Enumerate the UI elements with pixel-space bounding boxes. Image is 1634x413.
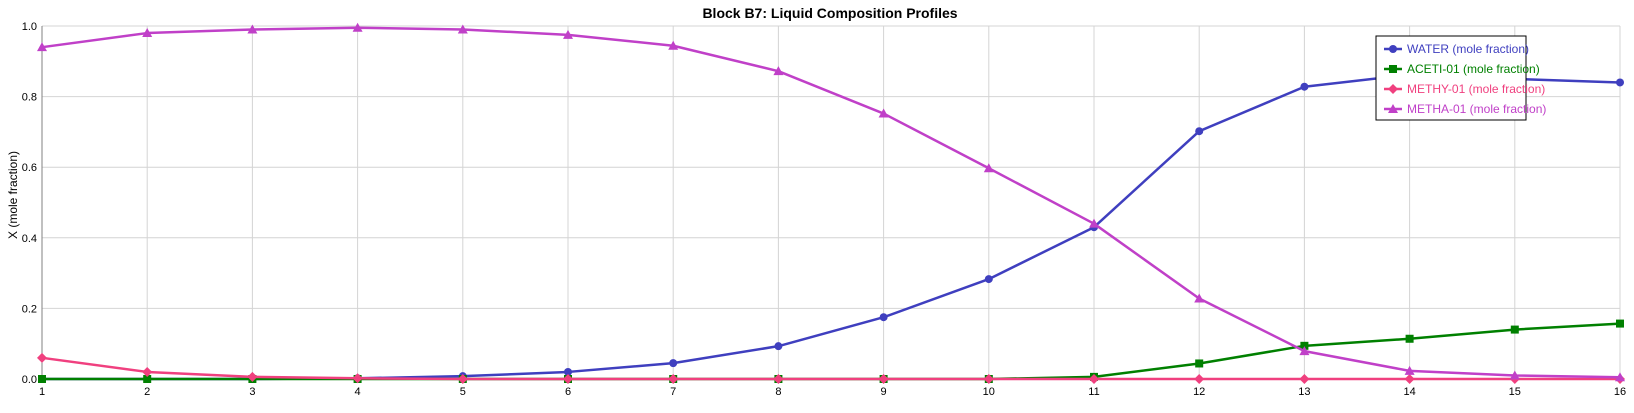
data-point: [879, 313, 888, 322]
x-tick-label: 3: [249, 386, 255, 398]
x-tick-label: 11: [1088, 386, 1099, 398]
x-tick-label: 13: [1298, 386, 1310, 398]
data-point: [878, 374, 889, 384]
x-tick-label: 12: [1193, 386, 1205, 398]
data-point: [37, 42, 47, 52]
data-point: [247, 24, 258, 34]
data-point: [1089, 374, 1099, 384]
y-axis-label: X (mole fraction): [6, 151, 20, 239]
data-point: [983, 163, 994, 173]
data-point: [1195, 359, 1204, 368]
data-point: [563, 374, 573, 384]
data-point: [1616, 78, 1624, 87]
y-tick-label: 0.8: [22, 92, 37, 104]
data-point: [143, 375, 152, 383]
data-point: [1404, 374, 1415, 384]
legend-marker: [1388, 104, 1398, 113]
x-tick-label: 16: [1614, 386, 1626, 398]
legend-label: ACETI-01 (mole fraction): [1407, 62, 1540, 76]
legend-marker: [1389, 45, 1397, 53]
data-point: [1404, 365, 1415, 375]
x-tick-label: 14: [1403, 386, 1415, 398]
legend-label: METHY-01 (mole fraction): [1407, 82, 1545, 96]
data-point: [1299, 374, 1310, 384]
legend-item[interactable]: METHA-01 (mole fraction): [1384, 102, 1546, 116]
series-2: [37, 352, 1625, 384]
y-tick-label: 0.2: [22, 303, 37, 315]
x-tick-label: 15: [1509, 386, 1521, 398]
data-point: [1194, 293, 1205, 303]
series-line: [41, 26, 1621, 379]
data-point: [457, 24, 468, 34]
data-point: [1194, 374, 1205, 384]
y-tick-label: 0.0: [22, 374, 37, 386]
data-point: [1509, 370, 1520, 380]
x-tick-label: 6: [565, 386, 571, 398]
x-tick-label: 10: [983, 386, 995, 398]
data-point: [142, 28, 153, 38]
chart-title: Block B7: Liquid Composition Profiles: [702, 5, 957, 21]
x-tick-label: 9: [881, 386, 887, 398]
x-tick-label: 4: [355, 386, 361, 398]
data-point: [38, 375, 46, 383]
data-point: [563, 29, 573, 39]
data-point: [1405, 334, 1414, 343]
data-point: [457, 374, 468, 384]
data-point: [247, 371, 258, 382]
legend-marker: [1389, 65, 1397, 73]
data-point: [352, 373, 363, 384]
legend[interactable]: WATER (mole fraction) ACETI-01 (mole frac…: [1375, 35, 1546, 121]
data-point: [1089, 218, 1099, 228]
data-point: [668, 40, 679, 50]
grid: [41, 25, 1621, 380]
data-point: [774, 342, 783, 351]
legend-box: [1375, 35, 1527, 121]
series-layer: [37, 22, 1625, 384]
data-point: [983, 374, 994, 384]
data-point: [1616, 319, 1624, 328]
legend-item[interactable]: WATER (mole fraction): [1384, 42, 1529, 56]
legend-item[interactable]: ACETI-01 (mole fraction): [1384, 62, 1540, 76]
y-tick-label: 0.6: [22, 162, 37, 174]
data-point: [37, 352, 47, 363]
series-1: [38, 319, 1624, 383]
x-tick-label: 1: [39, 386, 45, 398]
y-tick-label: 0.4: [22, 233, 37, 245]
data-point: [1300, 341, 1309, 350]
data-point: [352, 22, 363, 32]
legend-label: METHA-01 (mole fraction): [1407, 102, 1546, 116]
data-point: [142, 366, 153, 377]
data-point: [1615, 372, 1625, 382]
data-point: [1300, 82, 1309, 91]
x-tick-label: 5: [460, 386, 466, 398]
x-tick-label: 8: [775, 386, 781, 398]
data-point: [564, 367, 572, 376]
data-point: [669, 359, 678, 368]
data-point: [984, 275, 993, 284]
x-tick-label: 2: [144, 386, 150, 398]
legend-item[interactable]: METHY-01 (mole fraction): [1384, 82, 1545, 96]
data-point: [668, 374, 679, 384]
data-point: [1195, 127, 1204, 136]
legend-label: WATER (mole fraction): [1407, 42, 1529, 56]
data-point: [1510, 325, 1519, 334]
data-point: [1299, 346, 1310, 356]
data-point: [773, 66, 784, 76]
legend-marker: [1388, 84, 1398, 94]
data-point: [773, 374, 784, 384]
x-tick-label: 7: [670, 386, 676, 398]
data-point: [878, 108, 889, 118]
series-line: [41, 356, 1620, 381]
series-3: [37, 22, 1625, 382]
y-tick-label: 1.0: [22, 21, 37, 33]
